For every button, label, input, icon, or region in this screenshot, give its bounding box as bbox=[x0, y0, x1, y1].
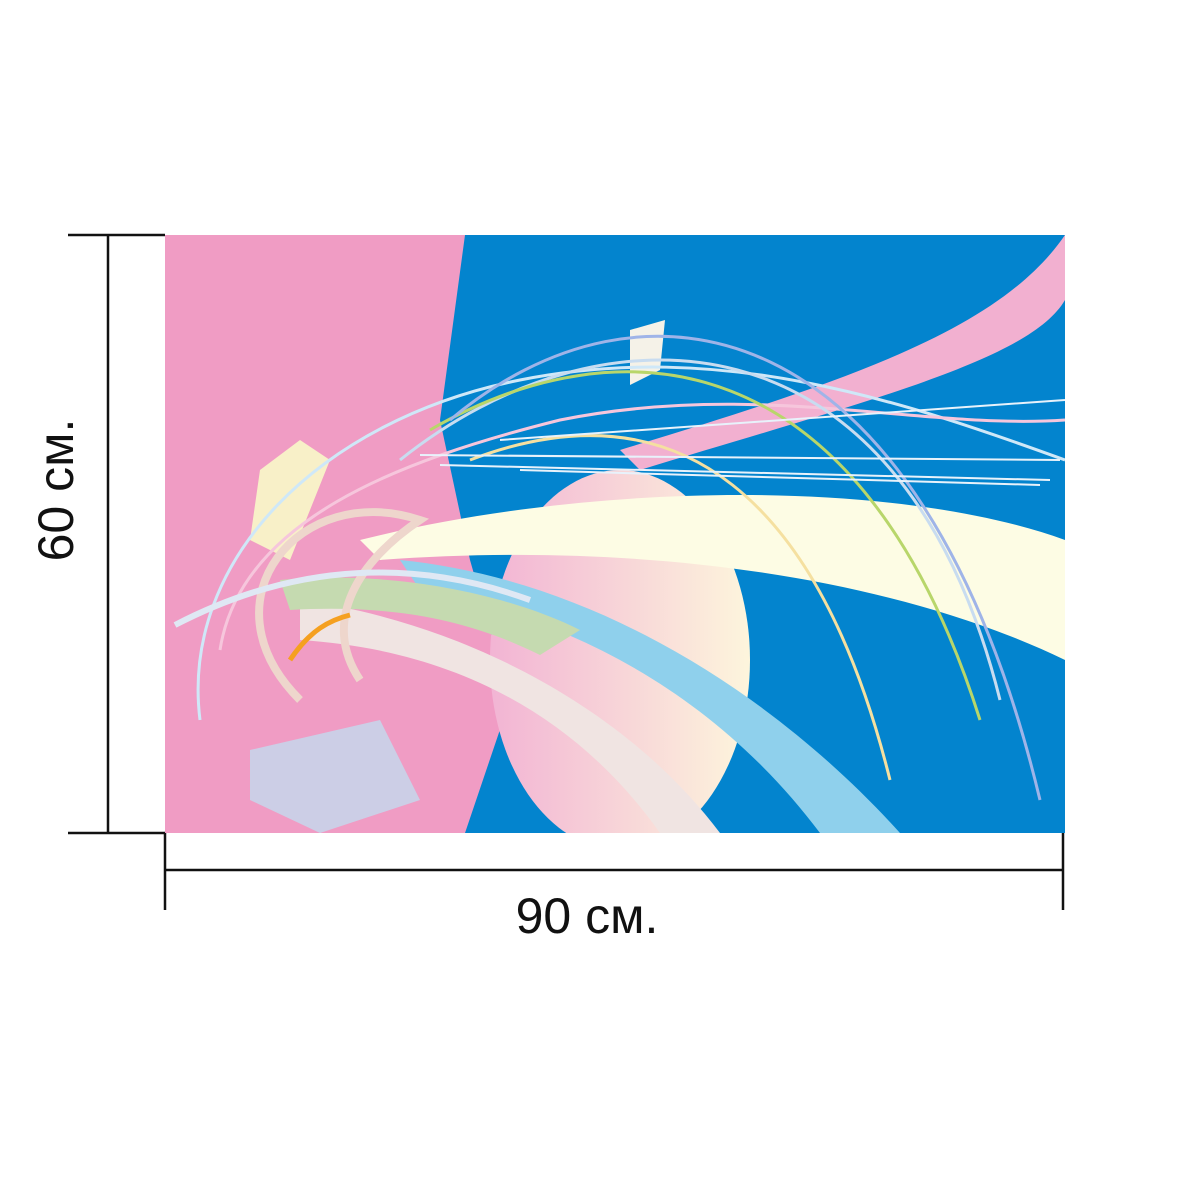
artwork bbox=[165, 235, 1065, 833]
width-dimension: 90 см. bbox=[163, 833, 1065, 944]
width-label: 90 см. bbox=[516, 888, 659, 944]
height-label: 60 см. bbox=[28, 419, 84, 562]
height-dimension: 60 см. bbox=[28, 233, 165, 835]
